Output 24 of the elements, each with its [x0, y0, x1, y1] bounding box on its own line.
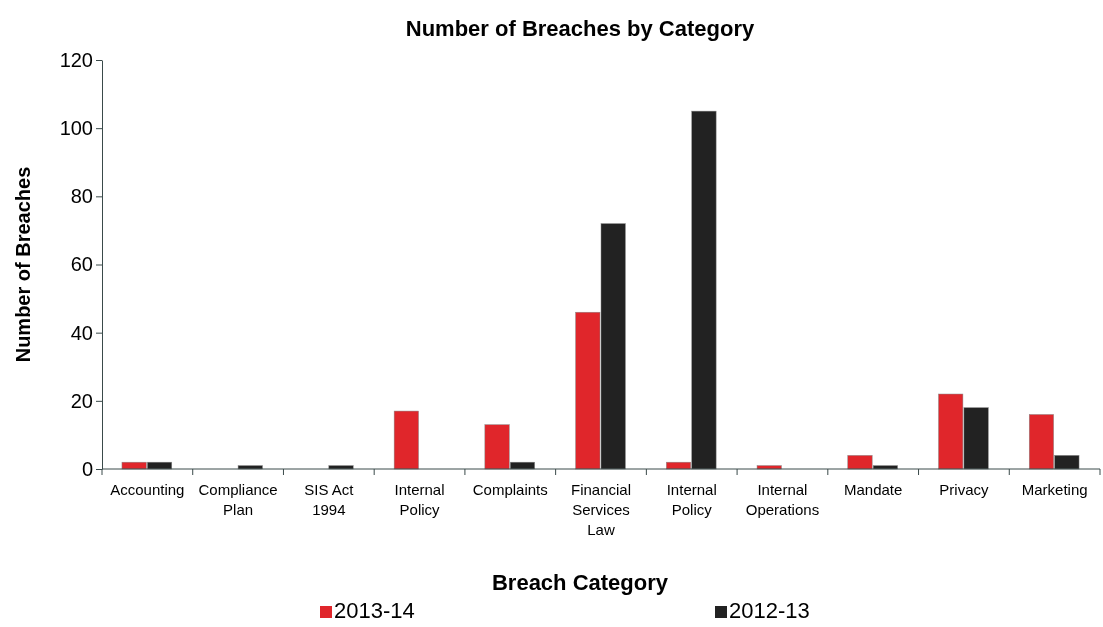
y-tick-label: 20 [70, 389, 93, 412]
chart-title: Number of Breaches by Category [405, 16, 755, 41]
legend-label: 2012-13 [729, 598, 810, 623]
x-tick-label: Internal Operations [745, 481, 820, 518]
legend-label: 2013-14 [334, 598, 415, 623]
y-tick-label: 0 [81, 457, 93, 480]
x-tick-label: Accounting [110, 481, 185, 498]
y-tick-label: 60 [70, 253, 93, 276]
x-tick-label: Internal Policy [394, 481, 445, 518]
x-tick-label: Mandate [843, 481, 903, 498]
x-tick-label: SIS Act 1994 [304, 481, 355, 518]
x-tick-label: Compliance Plan [198, 481, 278, 518]
y-tick-label: 80 [70, 185, 93, 208]
x-axis-title: Breach Category [491, 570, 669, 595]
y-tick-label: 120 [59, 48, 93, 71]
x-tick-label: Internal Policy [666, 481, 717, 518]
bar [393, 410, 419, 470]
y-tick-label: 100 [59, 117, 93, 140]
y-axis-title: Number of Breaches [12, 166, 34, 363]
x-tick-label: Privacy [939, 481, 989, 498]
x-tick-label: Complaints [472, 481, 548, 498]
x-tick-label: Marketing [1021, 481, 1088, 498]
x-tick-label: Financial Services Law [570, 481, 632, 538]
y-tick-label: 40 [70, 321, 93, 344]
